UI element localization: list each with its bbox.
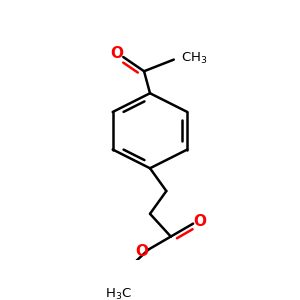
Text: H$_3$C: H$_3$C [105, 287, 132, 300]
Text: CH$_3$: CH$_3$ [181, 51, 208, 66]
Text: O: O [110, 46, 123, 62]
Text: O: O [193, 214, 206, 229]
Text: O: O [136, 244, 148, 259]
